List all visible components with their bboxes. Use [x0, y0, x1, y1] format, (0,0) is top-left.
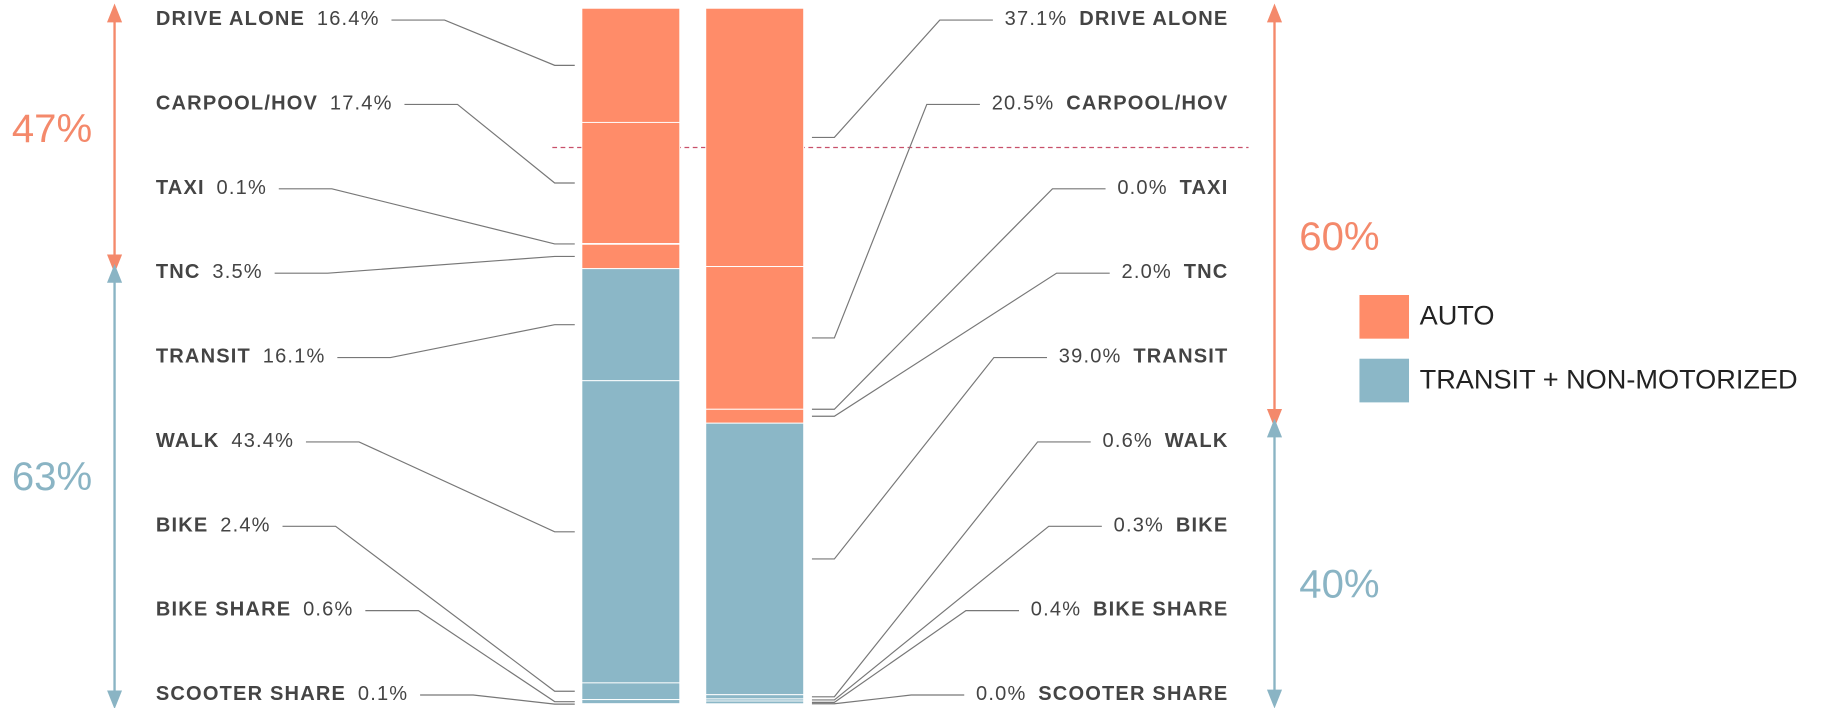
- mode-share: 39.0%: [1059, 346, 1122, 368]
- group-total: 40%: [1299, 562, 1379, 607]
- right-label: 0.4% BIKE SHARE: [1031, 599, 1229, 621]
- connector: [420, 694, 575, 705]
- bar-segment: [581, 121, 681, 245]
- right-label: 37.1% DRIVE ALONE: [1005, 8, 1229, 30]
- legend-swatch: [1359, 295, 1410, 339]
- bar-segment: [705, 700, 805, 705]
- left-label: WALK 43.4%: [156, 430, 294, 452]
- group-total: 47%: [12, 106, 92, 151]
- connector: [337, 324, 575, 359]
- mode-share: 16.4%: [317, 8, 380, 30]
- connector: [811, 356, 1048, 560]
- mode-name: BIKE SHARE: [156, 599, 291, 621]
- right-label: 20.5% CARPOOL/HOV: [992, 93, 1229, 115]
- mode-name: BIKE: [1176, 515, 1229, 537]
- legend-label: AUTO: [1420, 300, 1495, 331]
- mode-name: CARPOOL/HOV: [156, 93, 318, 115]
- mode-name: TAXI: [1180, 177, 1229, 199]
- mode-name: TNC: [1184, 261, 1229, 283]
- right-label: 2.0% TNC: [1122, 261, 1229, 283]
- bar-segment: [581, 682, 681, 701]
- mode-name: TRANSIT: [156, 346, 251, 368]
- bar-segment: [581, 7, 681, 123]
- mode-name: TAXI: [156, 177, 205, 199]
- bar-segment: [581, 380, 681, 684]
- right-label: 0.0% TAXI: [1117, 177, 1228, 199]
- mode-share: 0.6%: [303, 599, 353, 621]
- mode-share: 20.5%: [992, 93, 1055, 115]
- bar-segment: [705, 266, 805, 410]
- mode-name: SCOOTER SHARE: [1038, 683, 1228, 705]
- mode-share: 3.5%: [212, 261, 262, 283]
- connector: [811, 441, 1091, 698]
- group-total: 60%: [1299, 214, 1379, 259]
- mode-share: 0.1%: [217, 177, 267, 199]
- legend-swatch: [1359, 358, 1410, 403]
- left-label: CARPOOL/HOV 17.4%: [156, 93, 393, 115]
- mode-share: 0.4%: [1031, 599, 1081, 621]
- mode-name: CARPOOL/HOV: [1066, 93, 1228, 115]
- mode-name: TRANSIT: [1133, 346, 1228, 368]
- mode-share: 0.6%: [1103, 430, 1153, 452]
- left-label: DRIVE ALONE 16.4%: [156, 8, 380, 30]
- bar-segment: [705, 408, 805, 424]
- mode-name: BIKE SHARE: [1093, 599, 1228, 621]
- connector: [811, 188, 1106, 410]
- left-label: TNC 3.5%: [156, 261, 263, 283]
- connector: [282, 525, 575, 692]
- connector: [278, 188, 575, 245]
- bar-segment: [581, 703, 681, 705]
- connector: [811, 610, 1020, 703]
- mode-name: DRIVE ALONE: [156, 8, 305, 30]
- mode-share: 0.1%: [358, 683, 408, 705]
- right-label: 0.0% SCOOTER SHARE: [976, 683, 1228, 705]
- mode-share: 17.4%: [330, 93, 393, 115]
- connector: [811, 19, 993, 138]
- connector: [404, 103, 575, 184]
- mode-share: 0.0%: [1117, 177, 1167, 199]
- legend-label: TRANSIT + NON-MOTORIZED: [1420, 363, 1798, 394]
- connector: [305, 441, 575, 533]
- mode-share: 0.0%: [976, 683, 1026, 705]
- connector: [811, 103, 980, 339]
- mode-share: 2.0%: [1122, 261, 1172, 283]
- connector: [365, 610, 575, 703]
- bar-segment: [705, 422, 805, 696]
- right-label: 0.3% BIKE: [1114, 515, 1229, 537]
- mode-name: DRIVE ALONE: [1079, 8, 1228, 30]
- bar-segment: [581, 699, 681, 705]
- connector: [391, 19, 575, 66]
- group-total: 63%: [12, 454, 92, 499]
- mode-share: 2.4%: [220, 515, 270, 537]
- connector: [811, 694, 965, 705]
- left-label: TAXI 0.1%: [156, 177, 267, 199]
- mode-share: 43.4%: [231, 430, 294, 452]
- mode-share: 16.1%: [263, 346, 326, 368]
- left-label: TRANSIT 16.1%: [156, 346, 326, 368]
- bar-segment: [705, 7, 805, 268]
- bar-segment: [581, 268, 681, 382]
- connector: [811, 272, 1110, 417]
- bar-segment: [581, 243, 681, 270]
- left-label: SCOOTER SHARE 0.1%: [156, 683, 408, 705]
- mode-name: BIKE: [156, 515, 209, 537]
- right-label: 0.6% WALK: [1103, 430, 1229, 452]
- mode-name: TNC: [156, 261, 201, 283]
- mode-name: WALK: [156, 430, 220, 452]
- mode-name: SCOOTER SHARE: [156, 683, 346, 705]
- left-label: BIKE SHARE 0.6%: [156, 599, 354, 621]
- mode-share: 37.1%: [1005, 8, 1068, 30]
- mode-share: 0.3%: [1114, 515, 1164, 537]
- right-label: 39.0% TRANSIT: [1059, 346, 1229, 368]
- bar-segment: [705, 694, 805, 700]
- mode-name: WALK: [1165, 430, 1229, 452]
- left-label: BIKE 2.4%: [156, 515, 271, 537]
- connector: [811, 525, 1102, 701]
- connector: [274, 255, 575, 274]
